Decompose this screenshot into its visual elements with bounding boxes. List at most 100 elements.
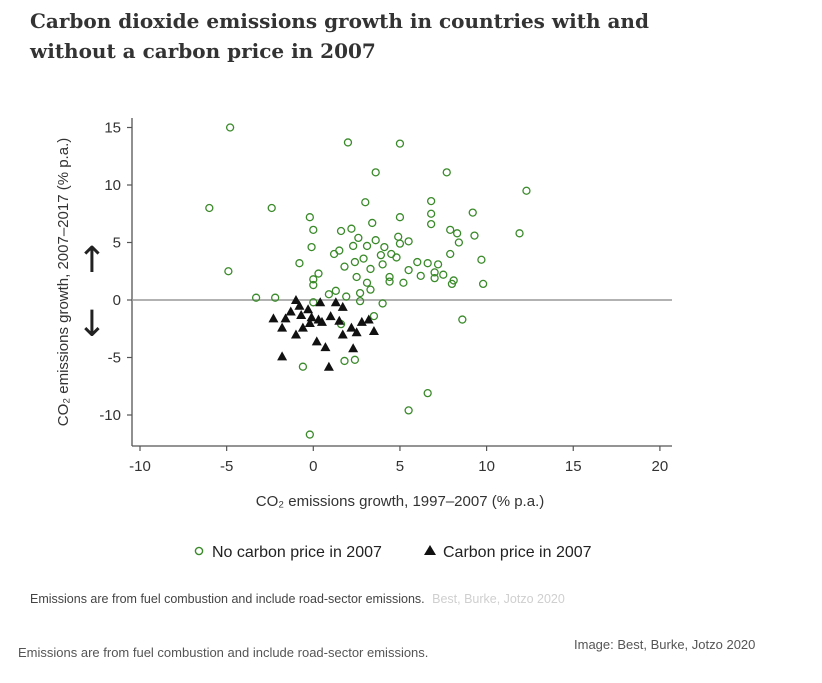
y-tick-label: 15 [104, 120, 121, 137]
point-no-carbon-price [468, 208, 477, 217]
point-carbon-price [348, 343, 359, 353]
point-no-carbon-price [395, 139, 405, 148]
point-carbon-price [304, 318, 315, 327]
point-carbon-price [337, 329, 348, 339]
up-arrow-icon: ↑ [77, 240, 107, 281]
point-carbon-price [325, 311, 336, 321]
point-no-carbon-price [404, 265, 413, 275]
point-no-carbon-price [336, 226, 346, 236]
point-no-carbon-price [522, 186, 531, 195]
x-tick-label: 15 [565, 458, 582, 475]
point-no-carbon-price [298, 362, 308, 371]
x-tick-label: -5 [220, 458, 233, 475]
point-carbon-price [356, 316, 367, 326]
point-no-carbon-price [331, 286, 340, 295]
legend-label-carbon-price: Carbon price in 2007 [443, 544, 592, 561]
footer-note: Emissions are from fuel combustion and i… [18, 645, 429, 660]
y-tick-label: -10 [99, 407, 121, 424]
point-no-carbon-price [426, 219, 436, 229]
point-no-carbon-price [380, 242, 389, 252]
x-tick-label: 0 [309, 458, 317, 475]
point-no-carbon-price [366, 285, 375, 294]
point-no-carbon-price [307, 242, 316, 252]
point-no-carbon-price [515, 229, 524, 238]
point-no-carbon-price [376, 250, 386, 260]
point-carbon-price [337, 301, 348, 311]
x-axis-label: CO₂ emissions growth, 1997–2007 (% p.a.) [256, 493, 544, 510]
point-carbon-price [351, 327, 362, 337]
point-no-carbon-price [305, 213, 314, 222]
point-no-carbon-price [205, 203, 214, 213]
point-no-carbon-price [385, 272, 394, 282]
image-credit: Image: Best, Burke, Jotzo 2020 [574, 637, 756, 652]
point-no-carbon-price [470, 231, 479, 240]
scatter-chart: -10 -5 0 5 10 15 20 15 10 5 0 -5 -10 ↑ ↓ CO₂ emissio… [55, 118, 672, 561]
point-no-carbon-price [416, 271, 425, 281]
point-no-carbon-price [305, 430, 314, 439]
point-no-carbon-price [395, 239, 405, 248]
point-no-carbon-price [458, 315, 467, 324]
point-no-carbon-price [340, 356, 349, 366]
point-carbon-price [316, 316, 327, 326]
point-no-carbon-price [355, 288, 365, 298]
point-no-carbon-price [404, 237, 413, 246]
point-no-carbon-price [454, 238, 464, 247]
point-no-carbon-price [362, 278, 372, 287]
point-no-carbon-price [423, 388, 432, 398]
point-carbon-price [363, 314, 374, 324]
y-tick-label: -5 [108, 350, 121, 367]
point-no-carbon-price [251, 293, 261, 302]
point-carbon-price [303, 304, 314, 314]
legend-open-circle-icon [194, 546, 204, 556]
point-no-carbon-price [477, 255, 486, 264]
point-carbon-price [315, 297, 326, 307]
y-tick-label: 10 [104, 177, 121, 194]
legend-label-no-carbon-price: No carbon price in 2007 [212, 544, 382, 561]
point-no-carbon-price [225, 123, 235, 132]
figure-caption: Emissions are from fuel combustion and i… [30, 592, 565, 606]
y-axis-label: CO₂ emissions growth, 2007–2017 (% p.a.) [55, 138, 72, 426]
y-tick-label: 0 [113, 292, 121, 309]
point-no-carbon-price [395, 213, 405, 222]
point-no-carbon-price [368, 218, 377, 228]
point-no-carbon-price [350, 257, 360, 267]
point-no-carbon-price [309, 280, 318, 290]
point-carbon-price [290, 329, 301, 339]
point-no-carbon-price [329, 249, 339, 259]
chart-axes [131, 118, 672, 447]
point-no-carbon-price [309, 275, 318, 284]
chart-title: Carbon dioxide emissions growth in count… [30, 9, 649, 63]
point-carbon-price [277, 322, 288, 332]
point-no-carbon-price [433, 260, 443, 269]
point-no-carbon-price [352, 272, 361, 282]
point-carbon-price [294, 300, 305, 310]
chart-markers [205, 123, 531, 439]
point-no-carbon-price [439, 270, 448, 279]
point-no-carbon-price [224, 267, 233, 276]
point-no-carbon-price [355, 296, 365, 306]
point-carbon-price [296, 309, 307, 319]
point-no-carbon-price [426, 196, 436, 206]
chart-ticks: -10 -5 0 5 10 15 20 15 10 5 0 -5 -10 [99, 120, 668, 476]
point-no-carbon-price [314, 269, 323, 278]
point-no-carbon-price [423, 259, 432, 268]
down-arrow-icon: ↓ [77, 304, 107, 345]
caption-source: Best, Burke, Jotzo 2020 [432, 592, 565, 606]
point-no-carbon-price [309, 225, 318, 235]
point-carbon-price [290, 295, 301, 304]
point-no-carbon-price [362, 241, 372, 251]
point-no-carbon-price [343, 138, 353, 147]
point-carbon-price [280, 313, 291, 323]
point-carbon-price [306, 312, 317, 322]
x-tick-label: 20 [652, 458, 669, 475]
point-no-carbon-price [426, 209, 436, 218]
point-no-carbon-price [378, 260, 387, 269]
point-no-carbon-price [342, 292, 351, 301]
point-no-carbon-price [271, 293, 280, 302]
point-no-carbon-price [361, 198, 370, 207]
point-no-carbon-price [399, 278, 408, 287]
point-no-carbon-price [385, 277, 394, 286]
y-tick-label: 5 [113, 235, 121, 252]
point-no-carbon-price [404, 406, 413, 415]
point-carbon-price [277, 351, 288, 361]
